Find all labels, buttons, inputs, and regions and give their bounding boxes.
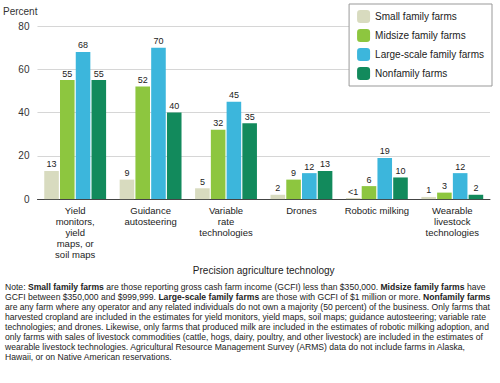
svg-text:12: 12 <box>304 162 314 172</box>
svg-text:Precision agriculture technolo: Precision agriculture technology <box>193 265 335 276</box>
svg-text:20: 20 <box>18 150 30 161</box>
svg-text:Variable: Variable <box>209 205 243 216</box>
svg-text:soil maps: soil maps <box>55 249 95 260</box>
svg-text:13: 13 <box>320 159 330 169</box>
svg-text:livestock: livestock <box>434 216 471 227</box>
svg-text:60: 60 <box>18 64 30 75</box>
svg-text:2: 2 <box>473 183 478 193</box>
svg-text:70: 70 <box>153 36 163 46</box>
svg-text:32: 32 <box>213 118 223 128</box>
svg-text:0: 0 <box>24 194 30 205</box>
svg-text:55: 55 <box>62 69 72 79</box>
svg-text:technologies: technologies <box>426 227 480 238</box>
svg-text:Percent: Percent <box>3 6 38 17</box>
svg-text:68: 68 <box>78 40 88 50</box>
svg-text:<1: <1 <box>348 187 358 197</box>
svg-text:10: 10 <box>395 166 405 176</box>
svg-text:9: 9 <box>124 168 129 178</box>
svg-text:Drones: Drones <box>286 205 317 216</box>
svg-text:55: 55 <box>94 69 104 79</box>
svg-text:yield: yield <box>65 227 85 238</box>
svg-text:12: 12 <box>455 162 465 172</box>
svg-text:maps, or: maps, or <box>57 238 94 249</box>
svg-text:9: 9 <box>291 168 296 178</box>
svg-text:technologies: technologies <box>199 227 253 238</box>
svg-text:19: 19 <box>380 146 390 156</box>
svg-text:Large-scale family farms: Large-scale family farms <box>375 49 484 60</box>
svg-text:6: 6 <box>366 175 371 185</box>
svg-text:40: 40 <box>18 107 30 118</box>
svg-text:45: 45 <box>229 90 239 100</box>
svg-text:5: 5 <box>200 177 205 187</box>
svg-text:80: 80 <box>18 21 30 32</box>
svg-text:autosteering: autosteering <box>124 216 176 227</box>
svg-text:1: 1 <box>426 185 431 195</box>
svg-text:monitors,: monitors, <box>56 216 95 227</box>
svg-text:40: 40 <box>169 101 179 111</box>
svg-text:Guidance: Guidance <box>130 205 171 216</box>
svg-text:Midsize family farms: Midsize family farms <box>375 30 466 41</box>
svg-text:Wearable: Wearable <box>432 205 473 216</box>
svg-text:2: 2 <box>275 183 280 193</box>
svg-text:rate: rate <box>218 216 234 227</box>
svg-text:Robotic milking: Robotic milking <box>345 205 409 216</box>
html-text:are any farm where any operato: are any farm where any operator and any … <box>5 302 490 362</box>
svg-text:Small family farms: Small family farms <box>375 11 457 22</box>
svg-text:35: 35 <box>245 112 255 122</box>
svg-text:13: 13 <box>47 159 57 169</box>
svg-text:52: 52 <box>138 75 148 85</box>
svg-text:Yield: Yield <box>65 205 86 216</box>
html-text:Note: Small family farms are t: Note: Small family farms are those repor… <box>5 282 491 302</box>
svg-text:Nonfamily farms: Nonfamily farms <box>375 68 447 79</box>
svg-text:3: 3 <box>442 181 447 191</box>
